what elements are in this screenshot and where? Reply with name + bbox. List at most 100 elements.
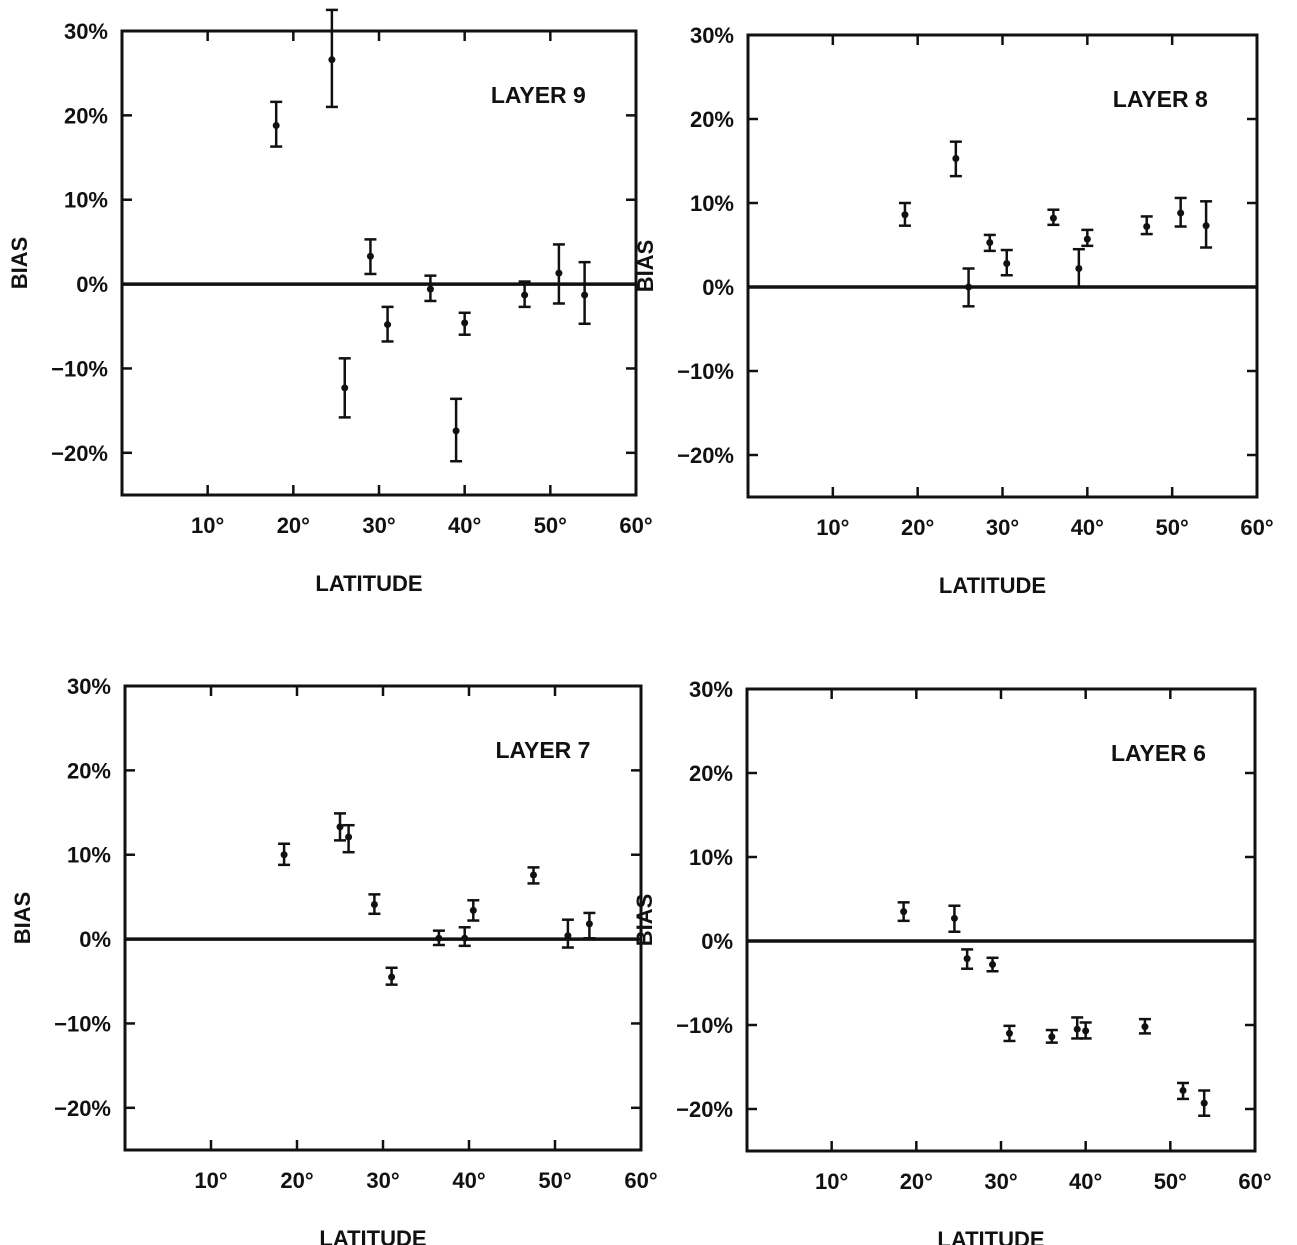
y-tick-label: −20% [54,1096,111,1121]
y-tick-label: 30% [690,23,734,48]
point-marker [1143,223,1151,231]
x-tick-label: 10° [815,1169,848,1194]
point-marker [366,252,374,260]
x-tick-label: 20° [901,515,934,540]
data-point [1198,1089,1211,1117]
x-axis-title: LATITUDE [315,571,422,596]
y-tick-label: 20% [689,761,733,786]
point-marker [435,934,443,942]
y-tick-label: 0% [79,927,111,952]
data-point [552,243,565,305]
point-marker [461,319,469,327]
point-marker [521,291,529,299]
point-marker [1200,1099,1208,1107]
point-marker [1005,1029,1013,1037]
point-marker [950,914,958,922]
y-tick-label: 20% [67,758,111,783]
data-point [364,238,377,276]
x-tick-label: 40° [1069,1169,1102,1194]
y-tick-label: 30% [64,19,108,44]
y-tick-label: 30% [689,677,733,702]
point-marker [426,285,434,293]
point-marker [530,871,537,879]
data-point [342,823,355,854]
point-marker [272,121,280,129]
x-tick-label: 30° [986,515,1019,540]
data-point [450,397,463,463]
panel-title: LAYER 8 [1113,86,1208,112]
point-marker [280,851,288,859]
x-axis-title: LATITUDE [319,1226,426,1245]
point-marker [452,427,460,435]
data-point [424,274,437,303]
data-point [949,140,962,178]
data-point [1003,1024,1016,1043]
chart-panel: −20% −10% 0% 10% 20% 30% 10° 20° 30° 40° 50° 60° LAT… [7,8,653,596]
panel-title: LAYER 9 [491,82,586,108]
point-marker [952,154,960,162]
point-marker [370,901,378,909]
point-marker [965,283,973,291]
data-point [1000,248,1013,277]
point-marker [345,833,353,841]
data-point [578,260,591,325]
data-point [325,8,338,109]
data-point [458,926,471,948]
data-point [897,901,910,923]
y-tick-label: 10% [690,191,734,216]
data-point [334,812,346,842]
y-tick-label: −10% [54,1011,111,1036]
data-point [458,311,471,336]
y-tick-label: 0% [702,275,734,300]
y-tick-label: −10% [51,356,108,381]
point-marker [1141,1023,1149,1031]
data-point [583,911,596,940]
point-marker [901,211,909,219]
x-tick-label: 50° [538,1168,571,1193]
point-marker [1082,1027,1090,1035]
data-point [527,866,540,885]
x-tick-label: 60° [1238,1169,1271,1194]
x-tick-label: 30° [366,1168,399,1193]
data-point [385,966,398,986]
point-marker [336,823,344,831]
point-marker [585,920,593,928]
panel-title: LAYER 7 [495,737,590,763]
y-axis-title: BIAS [632,894,657,947]
y-tick-label: −10% [677,359,734,384]
y-tick-label: −20% [51,441,108,466]
x-tick-label: 40° [452,1168,485,1193]
data-point [1177,1081,1190,1101]
data-point [1047,208,1060,227]
data-point [1200,200,1213,249]
data-point [1045,1028,1058,1044]
data-point [432,929,445,947]
data-point [1072,247,1085,289]
data-point [1079,1021,1092,1040]
point-marker [461,934,469,942]
y-tick-label: −20% [676,1097,733,1122]
chart-panel: −20% −10% 0% 10% 20% 30% 10° 20° 30° 40° 50° 60° LAT… [10,674,658,1245]
y-tick-label: 20% [690,107,734,132]
y-axis-title: BIAS [10,892,35,945]
x-tick-label: 10° [194,1168,227,1193]
point-marker [1048,1033,1056,1041]
point-marker [388,973,396,981]
data-point [368,893,381,916]
data-point [561,918,574,949]
point-marker [1003,259,1011,267]
x-tick-label: 30° [362,513,395,538]
x-tick-label: 20° [277,513,310,538]
data-point [1174,196,1187,228]
data-point [948,904,961,934]
point-marker [1177,209,1185,217]
data-point [962,267,975,308]
x-tick-label: 50° [1156,515,1189,540]
point-marker [555,269,563,277]
y-tick-label: −20% [677,443,734,468]
point-marker [341,384,349,392]
point-marker [989,961,997,969]
data-point [1081,228,1094,248]
